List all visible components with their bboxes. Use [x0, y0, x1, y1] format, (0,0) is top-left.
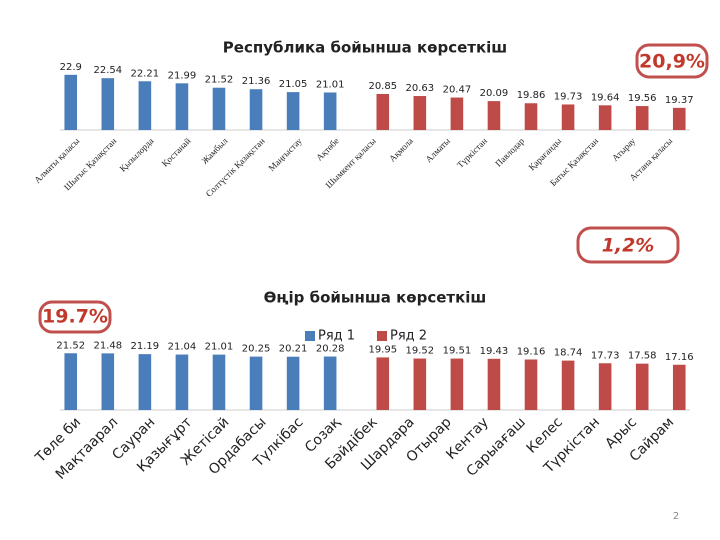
x-tick-label: Алматы	[423, 136, 452, 165]
x-tick-label: Қостанай	[160, 136, 193, 169]
bar	[212, 87, 226, 130]
bar	[524, 103, 538, 130]
value-label: 19.86	[517, 90, 546, 101]
bar	[635, 363, 649, 410]
value-label: 21.52	[205, 75, 234, 86]
bar	[138, 81, 152, 130]
bar	[249, 89, 263, 130]
bar	[487, 358, 501, 410]
x-tick-label: Түркістан	[455, 136, 489, 170]
value-label: 21.52	[56, 340, 85, 351]
value-label: 19.64	[591, 92, 620, 103]
bar	[212, 354, 226, 410]
value-label: 22.54	[93, 65, 122, 76]
bar	[101, 78, 115, 130]
bar	[101, 353, 115, 410]
bar	[175, 354, 189, 410]
value-label: 21.04	[168, 342, 197, 353]
value-label: 19.56	[628, 93, 657, 104]
x-tick-label: Қызылорда	[118, 136, 156, 174]
annotation: 1,2%	[602, 235, 655, 257]
bar	[138, 354, 152, 410]
bar	[64, 353, 78, 410]
bar	[672, 364, 686, 410]
bar	[635, 106, 649, 130]
bar	[561, 104, 575, 130]
value-label: 20.09	[480, 88, 509, 99]
value-label: 21.48	[93, 340, 122, 351]
bar	[286, 356, 300, 410]
value-label: 21.36	[242, 76, 271, 87]
value-label: 19.52	[406, 346, 435, 357]
bar	[598, 105, 612, 130]
bar	[487, 101, 501, 130]
value-label: 19.51	[443, 346, 472, 357]
bar	[249, 356, 263, 410]
bar	[450, 97, 464, 130]
x-tick-label: Жамбыл	[199, 135, 230, 166]
annotation: 19.7%	[42, 306, 108, 328]
bar	[561, 360, 575, 410]
value-label: 17.73	[591, 350, 620, 361]
bar	[175, 83, 189, 130]
annotation-box	[38, 300, 112, 334]
bar	[413, 96, 427, 130]
x-tick-label: Ақмола	[387, 136, 415, 164]
annotation-box	[576, 226, 680, 264]
value-label: 18.74	[554, 348, 583, 359]
value-label: 17.16	[665, 352, 694, 363]
value-label: 21.19	[131, 341, 160, 352]
bar	[376, 93, 390, 130]
bar	[524, 359, 538, 410]
value-label: 20.85	[368, 81, 397, 92]
bar	[450, 358, 464, 410]
chart-title: Республика бойынша көрсеткіш	[223, 39, 507, 57]
value-label: 19.43	[480, 346, 509, 357]
legend-label: Ряд 2	[390, 329, 427, 344]
value-label: 22.9	[60, 62, 82, 73]
bar	[598, 363, 612, 410]
legend-swatch	[305, 331, 315, 341]
annotation-box	[635, 43, 709, 79]
bar	[323, 356, 337, 410]
value-label: 21.01	[205, 342, 234, 353]
x-tick-label: Маңғыстау	[267, 135, 305, 173]
chart-title: Өңір бойынша көрсеткіш	[264, 289, 487, 307]
bar	[376, 357, 390, 410]
value-label: 20.63	[406, 83, 435, 94]
value-label: 21.01	[316, 79, 345, 90]
value-label: 20.47	[443, 85, 472, 96]
legend-label: Ряд 1	[318, 329, 355, 344]
page-number: 2	[673, 511, 679, 522]
value-label: 22.21	[131, 68, 160, 79]
x-tick-label: Павлодар	[493, 135, 526, 168]
value-label: 19.95	[368, 344, 397, 355]
bar	[672, 107, 686, 130]
bar	[64, 74, 78, 130]
bar	[323, 92, 337, 130]
x-tick-label: Ақтөбе	[314, 136, 341, 163]
value-label: 17.58	[628, 351, 657, 362]
bar	[413, 358, 427, 410]
legend-swatch	[377, 331, 387, 341]
annotation: 20,9%	[639, 51, 705, 73]
value-label: 20.28	[316, 344, 345, 355]
x-tick-label: Қарағанды	[527, 136, 564, 173]
value-label: 19.73	[554, 91, 583, 102]
value-label: 20.25	[242, 344, 271, 355]
bar	[286, 92, 300, 130]
value-label: 19.37	[665, 95, 694, 106]
value-label: 19.16	[517, 346, 546, 357]
value-label: 21.99	[168, 70, 197, 81]
value-label: 20.21	[279, 344, 308, 355]
value-label: 21.05	[279, 79, 308, 90]
x-tick-label: Атырау	[610, 135, 638, 163]
